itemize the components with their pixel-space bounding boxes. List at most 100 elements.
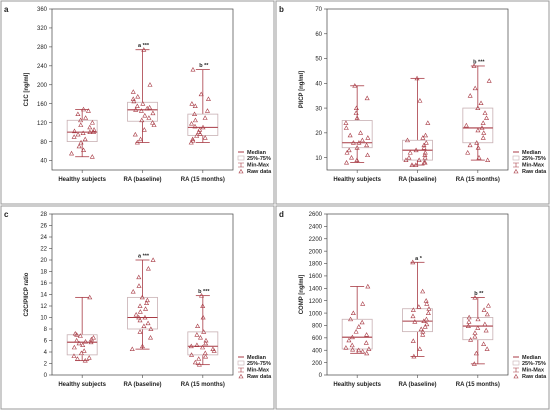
raw-data-point — [141, 323, 147, 329]
raw-data-point — [364, 332, 370, 337]
raw-data-point — [189, 352, 195, 357]
raw-data-point — [89, 120, 95, 125]
raw-data-point — [349, 334, 355, 340]
box-iqr — [187, 113, 219, 136]
y-tick-label: 20 — [40, 258, 47, 264]
box-iqr — [341, 318, 373, 350]
raw-data-point — [141, 127, 147, 132]
raw-data-point — [150, 120, 156, 125]
raw-data-point — [426, 306, 432, 311]
y-tick-label: 26 — [40, 224, 47, 230]
y-tick-label: 20 — [315, 131, 322, 137]
y-tick-label: 8 — [44, 327, 48, 333]
raw-data-point — [350, 346, 356, 352]
legend-label: Min-Max — [522, 163, 545, 169]
raw-data-point — [144, 297, 150, 303]
raw-data-point — [142, 112, 148, 118]
raw-data-point — [147, 82, 153, 87]
legend-minmax-symbol — [238, 162, 244, 168]
raw-data-point — [144, 300, 150, 306]
raw-data-point — [200, 344, 206, 350]
raw-data-point — [197, 335, 203, 340]
raw-data-point — [194, 332, 200, 337]
raw-data-point — [471, 361, 477, 366]
raw-data-point — [347, 132, 353, 138]
raw-data-point — [481, 130, 487, 135]
raw-data-point — [71, 344, 77, 350]
raw-data-point — [129, 346, 135, 352]
raw-data-point — [146, 115, 152, 120]
raw-data-point — [416, 304, 422, 309]
raw-data-point — [343, 120, 349, 125]
raw-data-point — [139, 117, 145, 123]
significance-annotation: b *** — [198, 289, 210, 295]
raw-data-point — [139, 294, 145, 300]
raw-data-point — [403, 157, 409, 162]
raw-data-point — [87, 129, 93, 135]
raw-data-point — [151, 122, 157, 127]
legend-label: Raw data — [247, 374, 272, 380]
raw-data-point — [420, 288, 426, 294]
raw-data-point — [91, 127, 97, 132]
raw-data-point — [353, 110, 359, 115]
y-tick-label: 80 — [40, 140, 47, 146]
raw-data-point — [422, 150, 428, 155]
raw-data-point — [354, 115, 360, 120]
raw-data-point — [421, 159, 427, 165]
legend-box-symbol — [512, 360, 520, 366]
raw-data-point — [360, 348, 366, 354]
y-tick-label: 24 — [40, 235, 47, 241]
raw-data-point — [137, 317, 143, 323]
raw-data-point — [75, 111, 81, 117]
raw-data-point — [77, 333, 83, 338]
raw-data-point — [471, 63, 477, 68]
raw-data-point — [203, 337, 209, 343]
y-tick-label: 2200 — [309, 237, 323, 243]
raw-data-point — [150, 110, 156, 116]
y-tick-label: 200 — [312, 361, 323, 367]
raw-data-point — [407, 150, 413, 155]
y-tick-label: 0 — [319, 373, 323, 379]
raw-data-point — [71, 353, 77, 358]
raw-data-point — [482, 110, 488, 115]
legend-label: Median — [247, 150, 267, 156]
raw-data-point — [203, 353, 209, 359]
legend-label: Min-Max — [522, 368, 545, 374]
raw-data-point — [135, 93, 141, 99]
y-tick-label: 360 — [37, 7, 48, 13]
y-tick-label: 60 — [315, 32, 322, 38]
raw-data-point — [200, 314, 206, 320]
y-tick-label: 1600 — [309, 274, 323, 280]
raw-data-point — [359, 319, 365, 325]
panel-d: d 0 200 400 600 800 1000 1200 1400 1600 1800 2000 22… — [275, 205, 550, 410]
raw-data-point — [356, 347, 362, 353]
raw-data-point — [479, 125, 485, 130]
raw-data-point — [200, 303, 206, 308]
raw-data-point — [88, 339, 94, 345]
raw-data-point — [413, 162, 419, 167]
y-tick-label: 280 — [37, 45, 48, 51]
raw-data-point — [472, 333, 478, 339]
raw-data-point — [346, 147, 352, 153]
raw-data-point — [414, 75, 420, 81]
raw-data-point — [365, 135, 371, 140]
raw-data-point — [194, 342, 200, 347]
raw-data-point — [468, 337, 474, 342]
raw-data-point — [463, 122, 469, 128]
raw-data-point — [202, 135, 208, 140]
raw-data-point — [467, 93, 473, 98]
raw-data-point — [353, 329, 359, 334]
raw-data-point — [475, 145, 481, 150]
raw-data-point — [137, 303, 143, 308]
raw-data-point — [360, 301, 366, 306]
x-tick-label: Healthy subjects — [333, 382, 381, 388]
raw-data-point — [196, 129, 202, 135]
raw-data-point — [87, 294, 93, 300]
raw-data-point — [363, 340, 369, 345]
raw-data-point — [481, 307, 487, 312]
raw-data-point — [71, 134, 77, 139]
raw-data-point — [202, 350, 208, 356]
raw-data-point — [348, 154, 355, 160]
y-tick-label: 1400 — [309, 287, 323, 293]
